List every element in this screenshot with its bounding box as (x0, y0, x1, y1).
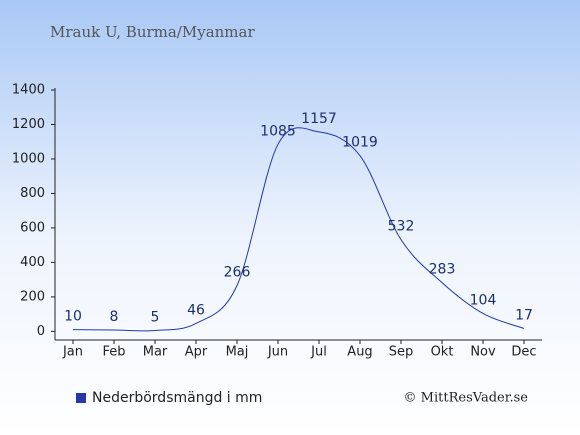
line (72, 127, 525, 332)
data-label: 46 (187, 302, 205, 318)
x-tick-label: Jan (62, 345, 83, 360)
y-tick-label: 200 (20, 289, 45, 304)
data-label: 266 (224, 265, 251, 281)
data-label: 5 (151, 310, 160, 326)
legend-label: Nederbördsmängd i mm (92, 390, 262, 406)
data-label: 8 (110, 309, 119, 325)
x-tick-label: Aug (347, 345, 372, 360)
data-label: 17 (515, 307, 533, 323)
y-tick-label: 600 (20, 220, 45, 235)
x-tick-label: Mar (143, 345, 168, 360)
x-tick-label: Jul (310, 345, 327, 360)
x-tick-label: Feb (102, 345, 125, 360)
y-tick-label: 800 (20, 186, 45, 201)
data-label: 1085 (260, 123, 296, 139)
x-tick-label: Dec (511, 345, 536, 360)
data-label: 104 (470, 292, 497, 308)
chart-title: Mrauk U, Burma/Myanmar (50, 23, 255, 41)
x-tick-label: Maj (226, 345, 249, 360)
data-label: 532 (388, 219, 415, 235)
x-tick-label: Jun (267, 345, 288, 360)
x-tick-label: Sep (389, 345, 414, 360)
legend-swatch (76, 393, 86, 403)
data-label: 10 (64, 309, 82, 325)
y-tick-label: 1000 (12, 151, 45, 166)
y-tick-label: 1400 (12, 83, 45, 98)
data-label: 1019 (342, 135, 378, 151)
y-tick-label: 0 (37, 324, 45, 339)
data-label: 283 (429, 262, 456, 278)
data-label: 1157 (301, 111, 337, 127)
x-tick-label: Nov (470, 345, 496, 360)
x-tick-label: Okt (431, 345, 454, 360)
credit: © MittResVader.se (404, 391, 529, 406)
y-tick-label: 1200 (12, 117, 45, 132)
x-tick-label: Apr (185, 345, 208, 360)
y-tick-label: 400 (20, 255, 45, 270)
